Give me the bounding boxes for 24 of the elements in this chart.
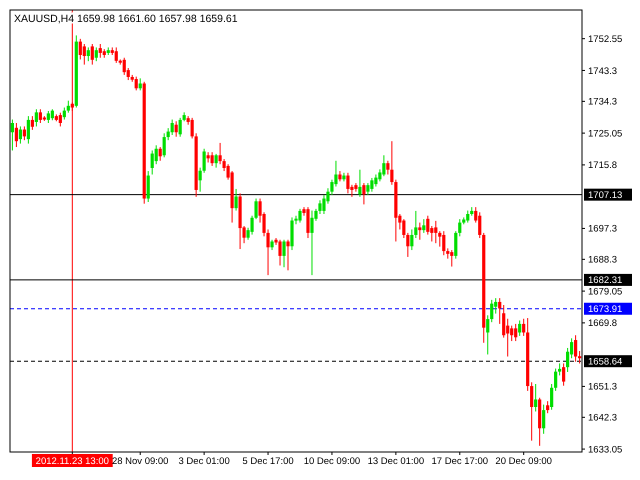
- x-tick-label: 17 Dec 17:00: [432, 456, 488, 467]
- y-tick-label: 1669.8: [588, 318, 618, 330]
- y-tick-label: 1725.05: [588, 128, 622, 140]
- x-tick-label: 20 Dec 09:00: [495, 456, 552, 467]
- x-tick-label: 2012.11.23 13:00: [36, 456, 109, 467]
- y-tick-label: 1688.3: [588, 254, 618, 266]
- y-tick-label: 1752.55: [588, 34, 622, 45]
- y-tick-label: 1642.3: [588, 412, 618, 424]
- y-tick-label: 1633.05: [588, 444, 622, 456]
- ref-line-label: 1682.31: [588, 275, 622, 286]
- ref-line-label: 1673.91: [588, 304, 622, 316]
- ref-line-label: 1707.13: [588, 190, 622, 201]
- y-tick-label: 1651.3: [588, 382, 618, 393]
- x-tick-label: 5 Dec 17:00: [242, 456, 294, 467]
- y-tick-label: 1697.3: [588, 224, 618, 235]
- y-tick-label: 1743.3: [588, 66, 618, 77]
- y-tick-label: 1734.3: [588, 96, 618, 108]
- x-tick-label: 3 Dec 01:00: [178, 456, 230, 467]
- y-tick-label: 1679.05: [588, 286, 622, 298]
- y-tick-label: 1715.8: [588, 160, 618, 172]
- x-tick-label: 28 Nov 09:00: [112, 456, 168, 467]
- x-tick-label: 13 Dec 01:00: [368, 456, 424, 467]
- ref-line-label: 1658.64: [588, 356, 622, 368]
- x-tick-label: 10 Dec 09:00: [304, 456, 360, 467]
